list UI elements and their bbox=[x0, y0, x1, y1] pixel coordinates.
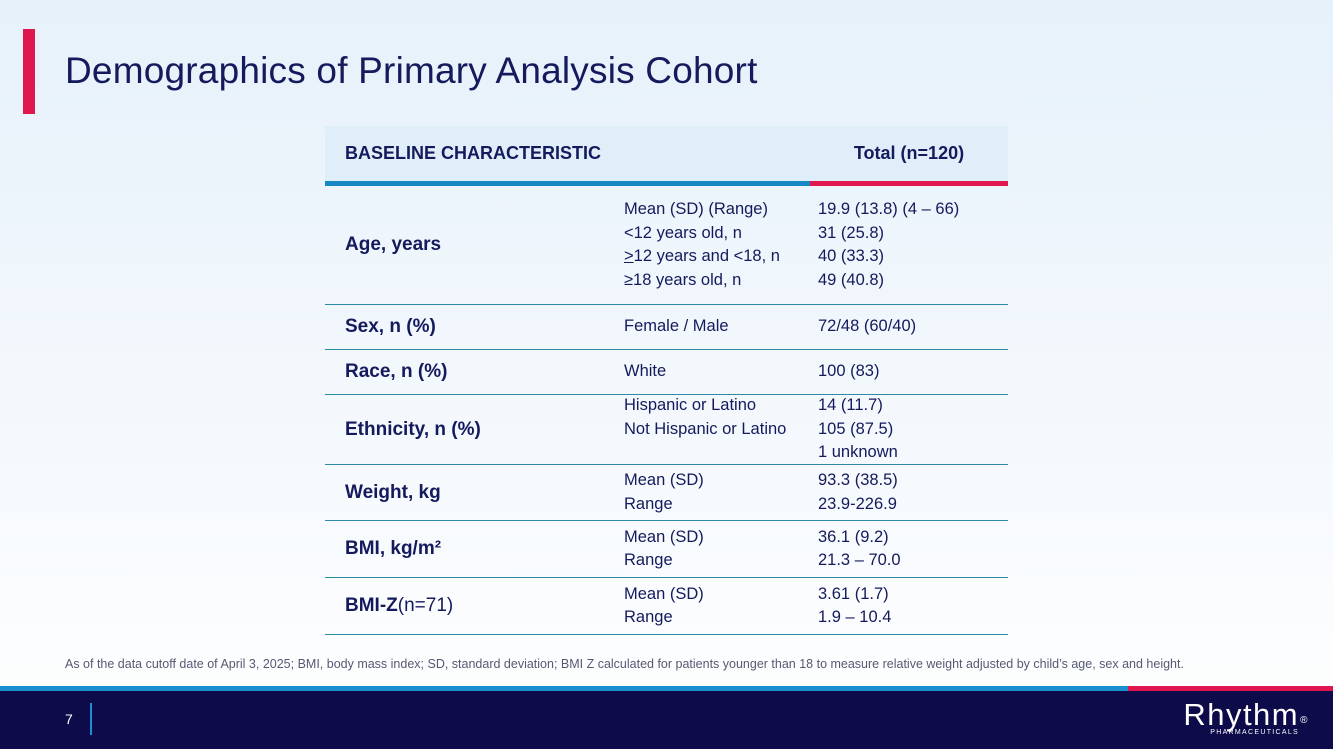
table-body: Age, years Mean (SD) (Range) <12 years old… bbox=[325, 186, 1008, 635]
row-label-text: Ethnicity, n (%) bbox=[345, 418, 481, 440]
table-row-race: Race, n (%) White 100 (83) bbox=[325, 350, 1008, 395]
statistic-value: 19.9 (13.8) (4 – 66) bbox=[818, 200, 960, 218]
statistic-value: 36.1 (9.2) bbox=[818, 527, 889, 546]
logo-subtitle: PHARMACEUTICALS bbox=[1210, 729, 1299, 736]
header-statistic bbox=[624, 126, 810, 186]
row-statistics: Mean (SD) Range bbox=[624, 465, 818, 520]
rhythm-logo: Rhythm® PHARMACEUTICALS bbox=[1183, 697, 1309, 737]
footer-bar: 7 Rhythm® PHARMACEUTICALS bbox=[0, 691, 1333, 749]
statistic-value: 40 (33.3) bbox=[818, 247, 885, 265]
statistic-value: 1.9 – 10.4 bbox=[818, 608, 892, 626]
demographics-table: BASELINE CHARACTERISTIC Total (n=120) Ag… bbox=[325, 126, 1008, 635]
statistic-value: 21.3 – 70.0 bbox=[818, 551, 901, 569]
statistic-label bbox=[624, 441, 818, 465]
row-statistics: Hispanic or Latino Not Hispanic or Latino bbox=[624, 395, 818, 464]
row-label-suffix: (n=71) bbox=[397, 595, 454, 616]
row-values: 93.3 (38.5) 23.9-226.9 bbox=[818, 465, 1008, 520]
statistic-label: Range bbox=[624, 494, 673, 513]
row-values: 14 (11.7) 105 (87.5) 1 unknown bbox=[818, 395, 1008, 464]
footnote: As of the data cutoff date of April 3, 2… bbox=[65, 657, 1184, 671]
logo-name: Rhythm bbox=[1183, 697, 1300, 732]
statistic-value: 14 (11.7) bbox=[818, 396, 883, 415]
statistic-label: White bbox=[624, 362, 667, 381]
footer-stripe-pink bbox=[1128, 686, 1333, 691]
statistic-label: <12 years old, n bbox=[624, 223, 742, 242]
statistic-label: ≥18 years old, n bbox=[624, 270, 742, 289]
row-label: Race, n (%) bbox=[325, 350, 624, 394]
statistic-label: Hispanic or Latino bbox=[624, 396, 757, 415]
table-row-ethnicity: Ethnicity, n (%) Hispanic or Latino Not Hi… bbox=[325, 395, 1008, 465]
page-number: 7 bbox=[65, 711, 73, 727]
statistic-label: Mean (SD) bbox=[624, 471, 704, 489]
statistic-label: Mean (SD) (Range) bbox=[624, 200, 768, 218]
row-values: 3.61 (1.7) 1.9 – 10.4 bbox=[818, 578, 1008, 634]
statistic-label: Not Hispanic or Latino bbox=[624, 419, 787, 438]
statistic-value: 100 (83) bbox=[818, 362, 880, 381]
row-label: BMI, kg/m² bbox=[325, 521, 624, 577]
row-values: 100 (83) bbox=[818, 350, 1008, 394]
statistic-value: 1 unknown bbox=[818, 443, 898, 462]
row-label-text: Weight, kg bbox=[345, 481, 441, 503]
statistic-value: 105 (87.5) bbox=[818, 419, 894, 438]
row-statistics: Mean (SD) (Range) <12 years old, n >12 yea… bbox=[624, 186, 818, 304]
table-row-bmi-z: BMI-Z (n=71) Mean (SD) Range 3.61 (1.7) 1.9 … bbox=[325, 578, 1008, 635]
row-label: Age, years bbox=[325, 186, 624, 304]
page-title: Demographics of Primary Analysis Cohort bbox=[65, 50, 758, 91]
row-label-text: BMI, kg/m² bbox=[345, 538, 442, 559]
row-label: Ethnicity, n (%) bbox=[325, 395, 624, 464]
row-statistics: White bbox=[624, 350, 818, 394]
row-statistics: Female / Male bbox=[624, 305, 818, 349]
table-row-sex: Sex, n (%) Female / Male 72/48 (60/40) bbox=[325, 305, 1008, 350]
table-row-age: Age, years Mean (SD) (Range) <12 years old… bbox=[325, 186, 1008, 305]
row-statistics: Mean (SD) Range bbox=[624, 521, 818, 577]
table-row-bmi: BMI, kg/m² Mean (SD) Range 36.1 (9.2) 21.3 –… bbox=[325, 521, 1008, 578]
row-values: 72/48 (60/40) bbox=[818, 305, 1008, 349]
statistic-label: Range bbox=[624, 551, 673, 569]
statistic-label: Range bbox=[624, 608, 673, 626]
statistic-value: 72/48 (60/40) bbox=[818, 317, 917, 336]
row-values: 36.1 (9.2) 21.3 – 70.0 bbox=[818, 521, 1008, 577]
header-characteristic: BASELINE CHARACTERISTIC bbox=[325, 126, 624, 186]
page-number-divider bbox=[90, 703, 92, 735]
statistic-value: 31 (25.8) bbox=[818, 223, 885, 242]
statistic-value: 23.9-226.9 bbox=[818, 494, 897, 513]
row-statistics: Mean (SD) Range bbox=[624, 578, 818, 634]
statistic-label: Mean (SD) bbox=[624, 527, 704, 546]
row-label-text: Age, years bbox=[345, 234, 442, 255]
statistic-value: 3.61 (1.7) bbox=[818, 584, 889, 603]
row-label: Weight, kg bbox=[325, 465, 624, 520]
statistic-label: Female / Male bbox=[624, 317, 729, 336]
table-row-weight: Weight, kg Mean (SD) Range 93.3 (38.5) 23.9-… bbox=[325, 465, 1008, 521]
row-label: BMI-Z (n=71) bbox=[325, 578, 624, 634]
row-label-text: BMI-Z bbox=[345, 595, 398, 616]
header-total: Total (n=120) bbox=[810, 126, 1008, 186]
row-values: 19.9 (13.8) (4 – 66) 31 (25.8) 40 (33.3) 49… bbox=[818, 186, 1008, 304]
title-accent-bar bbox=[23, 29, 35, 114]
footer-stripe-blue bbox=[0, 686, 1128, 691]
statistic-value: 49 (40.8) bbox=[818, 270, 885, 289]
statistic-label: >12 years and <18, n bbox=[624, 247, 780, 265]
logo-registered-mark: ® bbox=[1300, 715, 1309, 726]
row-label: Sex, n (%) bbox=[325, 305, 624, 349]
statistic-value: 93.3 (38.5) bbox=[818, 471, 898, 489]
statistic-label: Mean (SD) bbox=[624, 584, 704, 603]
table-header: BASELINE CHARACTERISTIC Total (n=120) bbox=[325, 126, 1008, 186]
row-label-text: Sex, n (%) bbox=[345, 316, 436, 337]
row-label-text: Race, n (%) bbox=[345, 361, 448, 382]
